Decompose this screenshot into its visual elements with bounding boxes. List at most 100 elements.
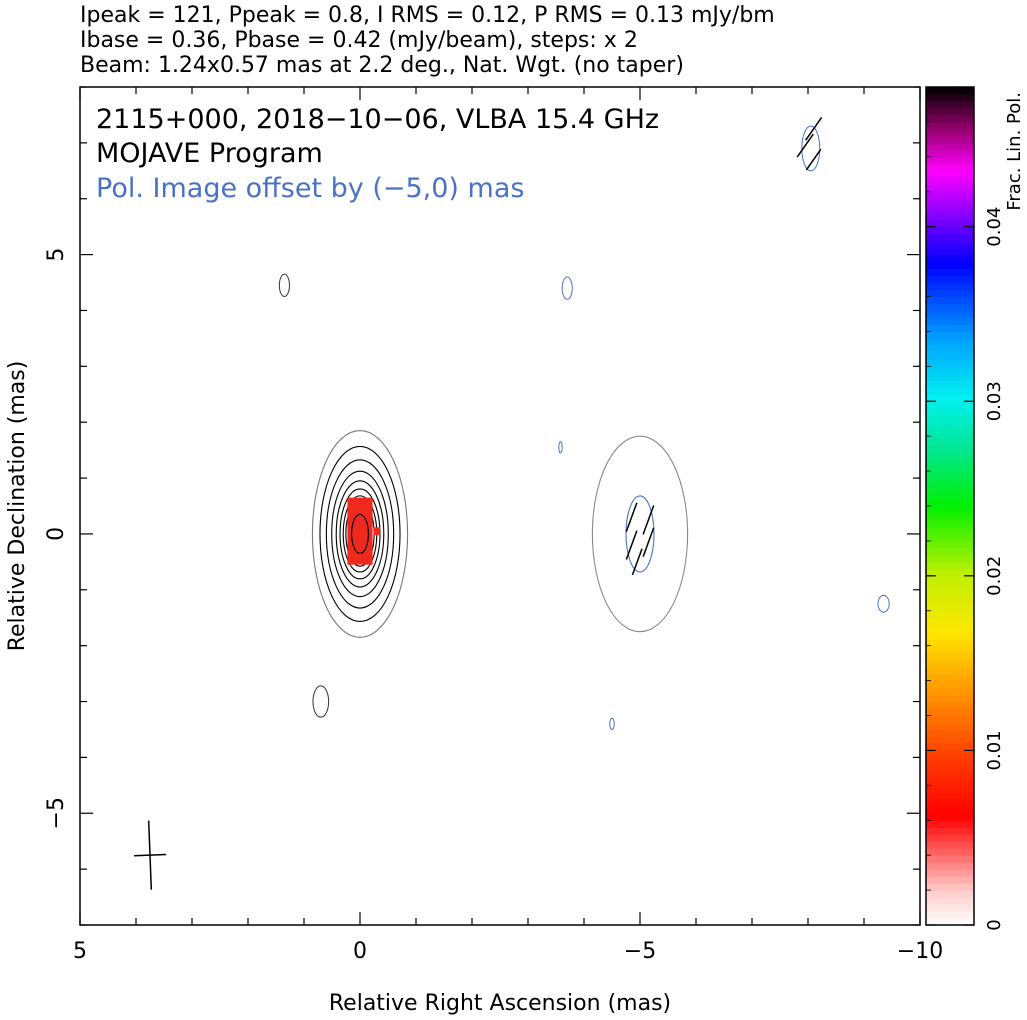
evpa-vector-4 (631, 548, 643, 576)
evpa-vector-1 (642, 505, 655, 535)
colorbar-segment (926, 114, 974, 123)
source-title: 2115+000, 2018−10−06, VLBA 15.4 GHz (96, 104, 659, 135)
x-tick-label: 0 (353, 939, 367, 964)
polarization-contours (558, 125, 890, 730)
evpa-vectors (625, 117, 823, 576)
colorbar-segment (926, 575, 974, 584)
pol-outlier-3 (877, 594, 890, 613)
colorbar-segment (926, 526, 974, 535)
colorbar-segment (926, 135, 974, 144)
colorbar-segment (926, 247, 974, 256)
colorbar-segment (926, 722, 974, 731)
pol-outlier-2 (609, 717, 615, 730)
evpa-vector-0 (625, 502, 638, 532)
colorbar-segment (926, 869, 974, 877)
colorbar-segment (926, 512, 974, 521)
colorbar-segment (926, 666, 974, 675)
colorbar-segment (926, 499, 974, 507)
colorbar-segment (926, 589, 974, 598)
colorbar-segment (926, 694, 974, 703)
stokes-i-outlier-1 (312, 685, 330, 718)
plot-frame (79, 86, 921, 926)
pol-contour-0 (591, 435, 689, 633)
colorbar-segment (926, 596, 974, 605)
colorbar-segment (926, 380, 974, 388)
colorbar-segment (926, 478, 974, 486)
colorbar-segment (926, 771, 974, 779)
colorbar-segment (926, 659, 974, 668)
colorbar-segment (926, 184, 974, 193)
colorbar-segment (926, 533, 974, 542)
colorbar-segment (926, 471, 974, 479)
colorbar-segment (926, 156, 974, 165)
colorbar-segment (926, 149, 974, 158)
colorbar-segment (926, 296, 974, 305)
colorbar-segment (926, 317, 974, 326)
colorbar-segment (926, 540, 974, 549)
beam-marker (134, 820, 166, 890)
colorbar-segment (926, 547, 974, 556)
colorbar-title: Frac. Lin. Pol. (1004, 92, 1025, 211)
colorbar-segment (926, 855, 974, 863)
colorbar-segment (926, 373, 974, 381)
colorbar-segment (926, 331, 974, 339)
colorbar-segment (926, 163, 974, 172)
colorbar-segment (926, 785, 974, 793)
colorbar-segment (926, 142, 974, 151)
colorbar-segment (926, 890, 974, 898)
colorbar-segment (926, 827, 974, 835)
colorbar-segment (926, 680, 974, 689)
x-axis-title: Relative Right Ascension (mas) (329, 991, 671, 1016)
x-tick-label: −10 (897, 939, 943, 964)
colorbar-segment (926, 268, 974, 277)
colorbar-segment (926, 813, 974, 821)
colorbar-segment (926, 834, 974, 842)
y-axis-title: Relative Declination (mas) (5, 361, 30, 652)
colorbar-segment (926, 93, 974, 102)
colorbar-segment (926, 408, 974, 416)
y-tick-label: 5 (44, 248, 69, 262)
colorbar-segment (926, 422, 974, 430)
header-line-3: Beam: 1.24x0.57 mas at 2.2 deg., Nat. Wg… (80, 53, 684, 78)
colorbar-segment (926, 282, 974, 291)
colorbar-segment (926, 289, 974, 298)
colorbar-segment (926, 310, 974, 319)
colorbar-segment (926, 519, 974, 528)
colorbar-segment (926, 401, 974, 409)
colorbar-segment (926, 387, 974, 395)
colorbar-tick-label: 0.04 (984, 207, 1005, 247)
stokes-i-contour-0 (311, 430, 409, 638)
colorbar-segment (926, 883, 974, 891)
colorbar-segment (926, 862, 974, 870)
colorbar-tick-label: 0.02 (984, 556, 1005, 596)
colorbar-segment (926, 450, 974, 458)
colorbar-segment (926, 764, 974, 772)
colorbar-segment (926, 911, 974, 919)
colorbar-segment (926, 261, 974, 270)
colorbar-segment (926, 638, 974, 647)
colorbar-segment (926, 617, 974, 626)
colorbar-segment (926, 701, 974, 710)
header-line-1: Ipeak = 121, Ppeak = 0.8, I RMS = 0.12, … (80, 3, 775, 28)
colorbar-ticks: 0 0.01 0.02 0.03 0.04 (926, 121, 1005, 931)
pol-contour-1 (625, 495, 655, 573)
plot-area (134, 117, 890, 890)
program-label: MOJAVE Program (96, 138, 323, 169)
colorbar-segment (926, 848, 974, 856)
stokes-i-contour-3 (331, 470, 389, 598)
colorbar-segment (926, 443, 974, 451)
colorbar (926, 87, 974, 926)
stokes-i-contours (278, 273, 409, 718)
header-line-2: Ibase = 0.36, Pbase = 0.42 (mJy/beam), s… (80, 28, 638, 53)
colorbar-segment (926, 324, 974, 333)
y-tick-label: 0 (44, 527, 69, 541)
colorbar-segment (926, 128, 974, 137)
stokes-i-peak-contour (351, 513, 369, 555)
colorbar-tick-label: 0.01 (984, 730, 1005, 770)
axis-tick-labels: 5 0 −5 −10 −5 0 5 (44, 248, 943, 964)
colorbar-segment (926, 631, 974, 640)
colorbar-segment (926, 806, 974, 814)
colorbar-segment (926, 652, 974, 661)
colorbar-segment (926, 492, 974, 500)
pol-outlier-1 (558, 441, 563, 454)
